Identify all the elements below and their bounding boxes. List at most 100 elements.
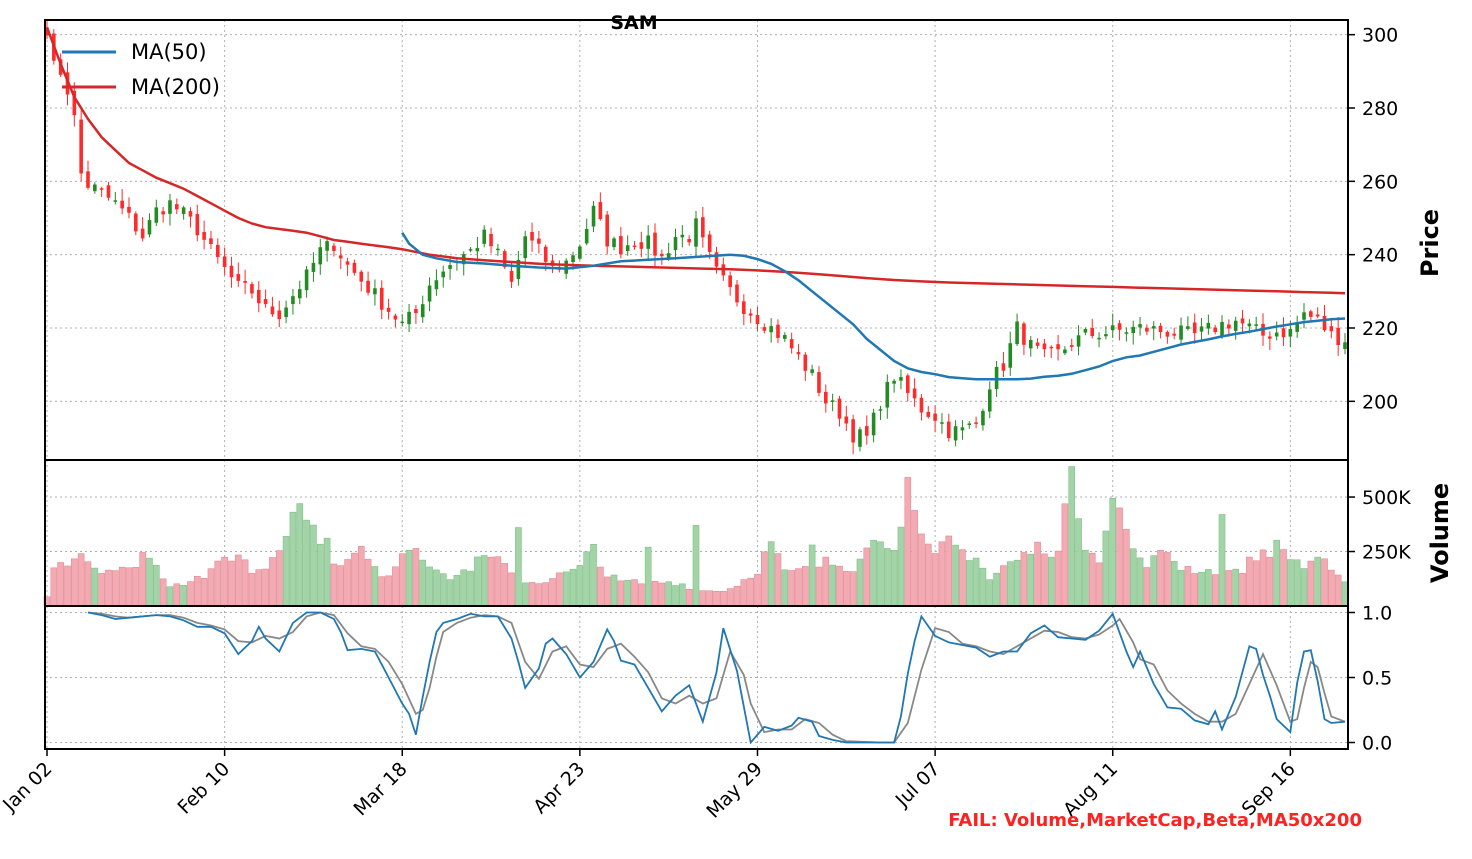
volume-bar (487, 556, 495, 607)
candle (475, 236, 480, 262)
candle (263, 289, 268, 308)
volume-bar (269, 557, 276, 607)
price-tick-label: 240 (1362, 245, 1398, 267)
candle (284, 300, 288, 324)
volume-bar (692, 525, 700, 607)
volume-bar (1300, 568, 1308, 607)
volume-bar (105, 569, 112, 607)
volume-bar (842, 571, 850, 607)
candle (345, 257, 350, 276)
price-panel: 200 220 240 260 280 300 Price (44, 19, 1444, 461)
candle (1124, 327, 1129, 342)
candle (960, 420, 965, 440)
candle (1097, 332, 1101, 348)
candle (1322, 304, 1327, 332)
volume-bar (597, 566, 604, 607)
volume-bar (1027, 553, 1035, 607)
volume-bar (139, 552, 146, 607)
candle (530, 222, 534, 252)
volume-bar (624, 580, 631, 607)
candle (215, 238, 220, 264)
volume-bar (77, 553, 85, 607)
candle (926, 405, 931, 419)
candle (523, 230, 528, 266)
volume-bar (1280, 549, 1287, 607)
candle (987, 381, 992, 419)
volume-bar (713, 590, 720, 607)
volume-bar (1150, 555, 1158, 607)
volume-bar (911, 510, 918, 607)
candle (222, 247, 227, 276)
candle (1179, 317, 1183, 346)
candle (1186, 316, 1190, 331)
volume-bar (685, 589, 693, 607)
candle (687, 235, 691, 246)
volume-bar (398, 553, 406, 607)
candle (154, 199, 159, 226)
candle (1309, 309, 1313, 322)
volume-bar (706, 590, 713, 607)
candle (673, 228, 678, 260)
candle (1008, 331, 1013, 376)
volume-bar (378, 576, 386, 607)
volume-bar (890, 550, 898, 607)
candle (946, 413, 951, 442)
volume-bar (993, 572, 1000, 607)
volume-bar (1225, 570, 1233, 607)
candle (1035, 338, 1040, 349)
candle (318, 238, 323, 275)
volume-bar (856, 558, 864, 607)
candle (414, 305, 418, 324)
fail-annotation: FAIL: Volume,MarketCap,Beta,MA50x200 (948, 810, 1362, 831)
volume-bar (631, 579, 638, 607)
volume-bar (166, 586, 174, 607)
volume-bar (255, 569, 263, 607)
candle (195, 204, 200, 242)
volume-bar (371, 566, 379, 607)
candle (168, 193, 172, 226)
candle (1049, 345, 1054, 358)
volume-bar (924, 543, 932, 607)
legend: MA(50) MA(200) (62, 40, 220, 99)
candle (974, 416, 978, 429)
candle (1104, 326, 1108, 340)
candle (188, 207, 193, 228)
volume-bar (296, 503, 304, 607)
candle (134, 211, 138, 236)
volume-bar (1157, 550, 1164, 607)
volume-bar (1164, 552, 1171, 607)
volume-bar (351, 552, 358, 607)
volume-bar (720, 591, 727, 607)
volume-bar (1123, 529, 1130, 607)
volume-bar (1054, 550, 1062, 607)
candle (639, 231, 644, 258)
ma50-line (401, 232, 1346, 381)
candle (407, 303, 411, 333)
candle (366, 271, 370, 296)
volume-bar (57, 562, 64, 607)
candle (578, 244, 582, 261)
volume-bar (1006, 561, 1014, 607)
candle (851, 414, 855, 455)
volume-bar (1287, 559, 1294, 607)
volume-bar (836, 565, 843, 607)
volume-bar (480, 555, 488, 607)
candle (270, 296, 275, 317)
volume-bar (508, 572, 515, 607)
volume-bar (364, 558, 372, 607)
candle (892, 379, 896, 393)
volume-bar (474, 556, 481, 607)
candle (434, 269, 439, 296)
candle (1145, 324, 1149, 335)
volume-bar (665, 581, 672, 607)
volume-bar (897, 526, 905, 607)
candle (1192, 313, 1197, 344)
volume-bar (1239, 573, 1246, 607)
volume-bar (262, 568, 269, 607)
candle (140, 217, 145, 242)
volume-axis-label: Volume (1426, 483, 1454, 583)
candle (742, 294, 746, 326)
candle (338, 246, 343, 270)
candle (1295, 315, 1299, 338)
price-tick-label: 200 (1362, 391, 1398, 413)
